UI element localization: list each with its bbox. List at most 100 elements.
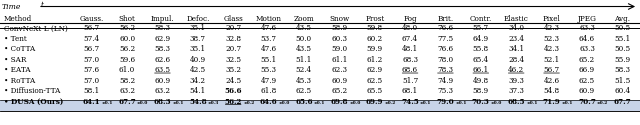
Text: 52.4: 52.4 — [296, 66, 312, 74]
Text: 56.7: 56.7 — [543, 66, 559, 74]
Text: 43.5: 43.5 — [296, 24, 312, 32]
Text: Brit.: Brit. — [437, 16, 454, 24]
Text: 57.6: 57.6 — [84, 66, 100, 74]
Text: 65.6: 65.6 — [295, 98, 313, 106]
Bar — [0, 100, 640, 110]
Text: 59.6: 59.6 — [119, 56, 135, 64]
Text: ±0.1: ±0.1 — [314, 101, 325, 105]
Text: 42.5: 42.5 — [189, 66, 206, 74]
Text: 74.5: 74.5 — [401, 98, 419, 106]
Text: Snow: Snow — [329, 16, 349, 24]
Text: 68.3: 68.3 — [154, 98, 172, 106]
Text: 64.6: 64.6 — [260, 98, 277, 106]
Text: 62.5: 62.5 — [367, 77, 383, 85]
Text: 37.3: 37.3 — [508, 87, 524, 95]
Text: 64.9: 64.9 — [473, 35, 489, 43]
Text: ±0.0: ±0.0 — [137, 101, 148, 105]
Text: 47.6: 47.6 — [260, 45, 276, 53]
Text: 71.9: 71.9 — [543, 98, 561, 106]
Text: 23.4: 23.4 — [508, 35, 524, 43]
Text: ±0.2: ±0.2 — [243, 101, 254, 105]
Text: ConvNeXt-L (LN): ConvNeXt-L (LN) — [4, 24, 68, 32]
Text: 50.5: 50.5 — [614, 45, 630, 53]
Text: 51.7: 51.7 — [402, 77, 418, 85]
Text: 39.3: 39.3 — [508, 77, 524, 85]
Text: t: t — [41, 1, 44, 9]
Text: 67.7: 67.7 — [613, 98, 631, 106]
Text: 69.9: 69.9 — [366, 98, 383, 106]
Text: 54.8: 54.8 — [543, 87, 559, 95]
Text: 67.4: 67.4 — [402, 35, 418, 43]
Text: 55.9: 55.9 — [614, 56, 630, 64]
Text: 47.9: 47.9 — [260, 77, 276, 85]
Text: 62.5: 62.5 — [296, 87, 312, 95]
Text: 50.5: 50.5 — [614, 24, 630, 32]
Text: JPEG: JPEG — [577, 16, 596, 24]
Text: Impul.: Impul. — [150, 16, 174, 24]
Text: 51.5: 51.5 — [614, 77, 630, 85]
Text: Zoom: Zoom — [294, 16, 314, 24]
Text: 70.3: 70.3 — [472, 98, 490, 106]
Text: 55.7: 55.7 — [473, 24, 489, 32]
Text: ±0.1: ±0.1 — [561, 101, 573, 105]
Text: 20.7: 20.7 — [225, 45, 241, 53]
Text: 61.2: 61.2 — [367, 56, 383, 64]
Text: 56.2: 56.2 — [225, 98, 242, 106]
Text: 54.1: 54.1 — [189, 87, 206, 95]
Text: 60.9: 60.9 — [332, 77, 348, 85]
Text: 62.3: 62.3 — [332, 66, 348, 74]
Text: 60.9: 60.9 — [579, 87, 595, 95]
Text: 56.7: 56.7 — [84, 24, 100, 32]
Text: 24.5: 24.5 — [225, 77, 241, 85]
Text: 56.2: 56.2 — [119, 24, 135, 32]
Text: 57.4: 57.4 — [84, 35, 100, 43]
Text: 58.9: 58.9 — [332, 24, 348, 32]
Text: • Tent: • Tent — [4, 35, 27, 43]
Text: ±0.1: ±0.1 — [526, 101, 538, 105]
Text: • EATA: • EATA — [4, 66, 31, 74]
Text: 55.8: 55.8 — [473, 45, 489, 53]
Text: 58.2: 58.2 — [119, 77, 135, 85]
Text: 66.9: 66.9 — [579, 66, 595, 74]
Text: 62.9: 62.9 — [154, 35, 170, 43]
Text: 46.2: 46.2 — [508, 66, 524, 74]
Text: 55.1: 55.1 — [614, 35, 630, 43]
Text: 63.2: 63.2 — [154, 87, 170, 95]
Text: 60.0: 60.0 — [119, 35, 135, 43]
Text: 59.0: 59.0 — [332, 45, 348, 53]
Text: Method: Method — [4, 16, 32, 24]
Text: 68.5: 68.5 — [508, 98, 525, 106]
Text: 48.0: 48.0 — [402, 24, 418, 32]
Text: • SAR: • SAR — [4, 56, 26, 64]
Text: 66.1: 66.1 — [473, 66, 489, 74]
Text: 50.0: 50.0 — [296, 35, 312, 43]
Text: 34.0: 34.0 — [508, 24, 524, 32]
Text: 76.6: 76.6 — [437, 24, 454, 32]
Text: Time: Time — [2, 2, 21, 10]
Text: 57.0: 57.0 — [84, 56, 100, 64]
Text: ±0.0: ±0.0 — [278, 101, 290, 105]
Text: 48.1: 48.1 — [402, 45, 418, 53]
Text: 63.2: 63.2 — [119, 87, 135, 95]
Text: 68.1: 68.1 — [402, 87, 418, 95]
Text: 49.8: 49.8 — [473, 77, 489, 85]
Text: 34.2: 34.2 — [190, 77, 206, 85]
Text: 64.6: 64.6 — [579, 35, 595, 43]
Text: ±0.0: ±0.0 — [491, 101, 502, 105]
Text: ±0.2: ±0.2 — [385, 101, 396, 105]
Text: 51.1: 51.1 — [296, 56, 312, 64]
Text: ±0.1: ±0.1 — [102, 101, 113, 105]
Text: 68.3: 68.3 — [402, 56, 418, 64]
Text: 56.7: 56.7 — [84, 45, 100, 53]
Text: 63.3: 63.3 — [579, 24, 595, 32]
Text: 69.8: 69.8 — [331, 98, 348, 106]
Text: Defoc.: Defoc. — [186, 16, 209, 24]
Text: 34.1: 34.1 — [508, 45, 524, 53]
Text: Frost: Frost — [365, 16, 384, 24]
Text: 62.9: 62.9 — [367, 66, 383, 74]
Text: ±0.1: ±0.1 — [455, 101, 467, 105]
Text: 77.5: 77.5 — [437, 35, 454, 43]
Text: 67.7: 67.7 — [118, 98, 136, 106]
Text: 59.9: 59.9 — [367, 45, 383, 53]
Text: 54.8: 54.8 — [189, 98, 207, 106]
